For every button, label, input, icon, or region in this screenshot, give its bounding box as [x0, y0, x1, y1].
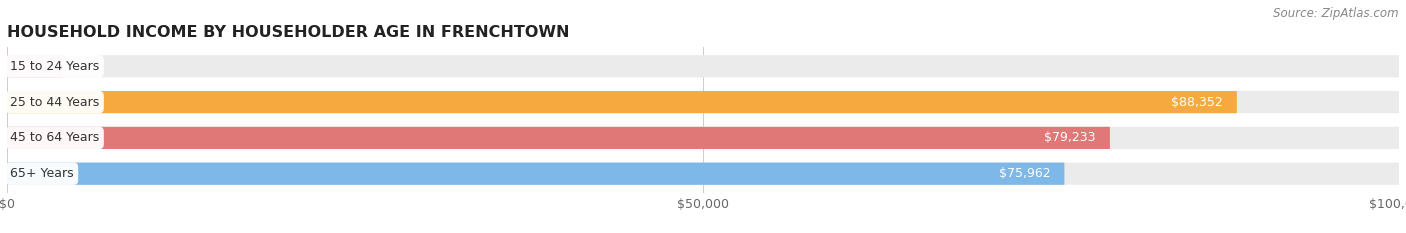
FancyBboxPatch shape	[7, 127, 1109, 149]
FancyBboxPatch shape	[7, 91, 1237, 113]
Text: $75,962: $75,962	[998, 167, 1050, 180]
FancyBboxPatch shape	[7, 91, 1399, 113]
Text: $0: $0	[83, 60, 100, 73]
FancyBboxPatch shape	[7, 127, 1399, 149]
Text: 45 to 64 Years: 45 to 64 Years	[10, 131, 98, 144]
Text: 25 to 44 Years: 25 to 44 Years	[10, 96, 98, 109]
Text: Source: ZipAtlas.com: Source: ZipAtlas.com	[1274, 7, 1399, 20]
FancyBboxPatch shape	[7, 163, 1064, 185]
Text: $79,233: $79,233	[1045, 131, 1097, 144]
FancyBboxPatch shape	[7, 55, 63, 77]
Text: $88,352: $88,352	[1171, 96, 1223, 109]
Text: HOUSEHOLD INCOME BY HOUSEHOLDER AGE IN FRENCHTOWN: HOUSEHOLD INCOME BY HOUSEHOLDER AGE IN F…	[7, 25, 569, 40]
FancyBboxPatch shape	[7, 163, 1399, 185]
FancyBboxPatch shape	[7, 55, 1399, 77]
Text: 65+ Years: 65+ Years	[10, 167, 73, 180]
Text: 15 to 24 Years: 15 to 24 Years	[10, 60, 98, 73]
